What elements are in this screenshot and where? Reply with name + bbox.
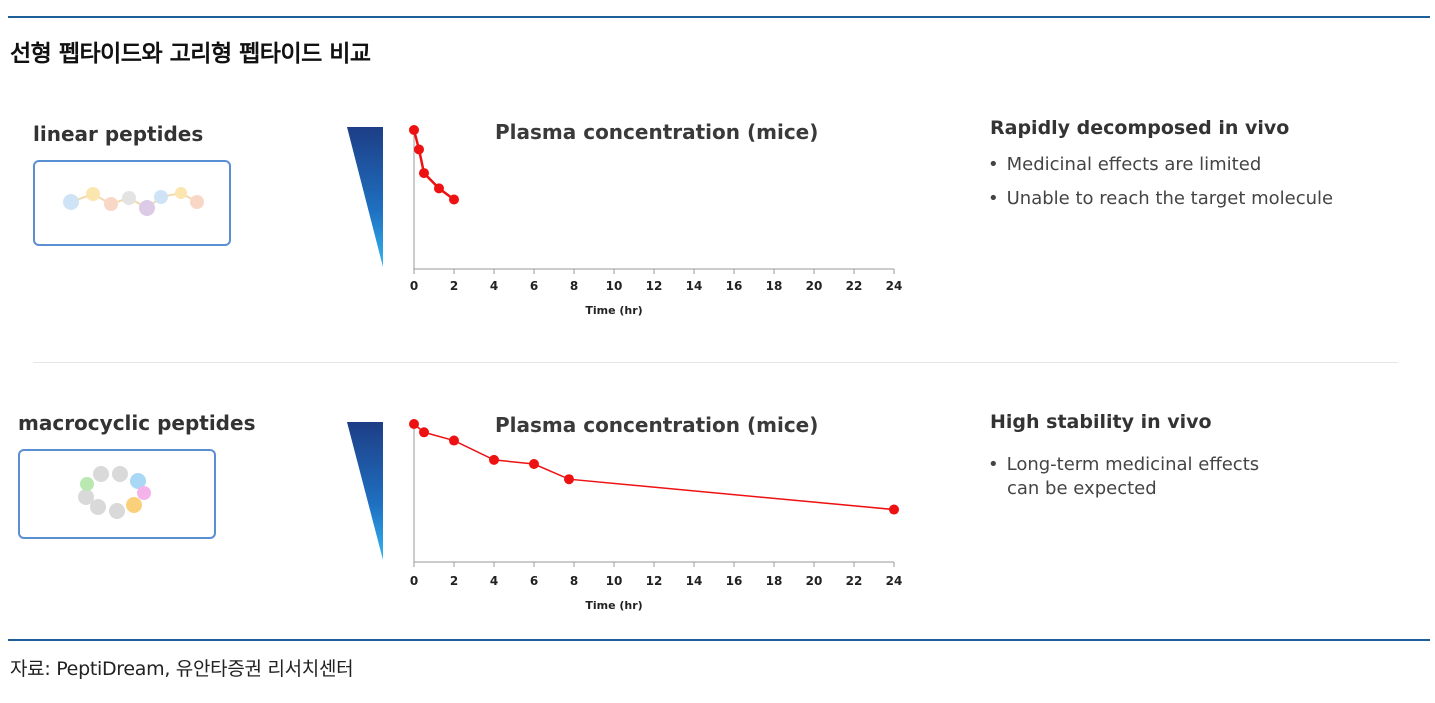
macrocyclic-x-tick-label: 24	[886, 574, 903, 588]
linear-peptide-illustration	[33, 160, 231, 246]
macrocyclic-data-point	[449, 435, 459, 446]
chart-title-linear: Plasma concentration (mice)	[495, 120, 819, 144]
linear-x-tick-label: 12	[646, 279, 663, 293]
macrocyclic-series-line	[413, 423, 895, 511]
macrocyclic-x-tick-label: 4	[490, 574, 498, 588]
linear-data-point	[409, 125, 419, 135]
macrocyclic-gradient-wedge	[347, 422, 383, 560]
macrocyclic-x-tick-label: 0	[410, 574, 418, 588]
linear-bullet-2-text: Unable to reach the target molecule	[1006, 188, 1334, 209]
macrocyclic-peptide-ring-icon	[78, 466, 151, 519]
macrocyclic-data-point	[409, 419, 419, 429]
linear-peptide-chain-icon	[63, 187, 204, 216]
macrocyclic-x-tick-label: 2	[450, 574, 458, 588]
linear-x-tick-label: 22	[846, 279, 863, 293]
linear-x-axis-label: Time (hr)	[585, 304, 642, 317]
linear-x-tick-label: 4	[490, 279, 498, 293]
linear-data-point	[434, 183, 444, 194]
macrocyclic-heading: High stability in vivo	[990, 411, 1212, 433]
linear-x-tick-label: 20	[806, 279, 823, 293]
section-divider	[33, 362, 1398, 363]
linear-bullet-1: • Medicinal effects are limited	[988, 154, 1262, 175]
macrocyclic-x-tick-label: 16	[726, 574, 743, 588]
linear-x-tick-label: 24	[886, 279, 903, 293]
linear-bullet-2: • Unable to reach the target molecule	[988, 188, 1334, 209]
macrocyclic-x-tick-label: 20	[806, 574, 823, 588]
chart-title-macrocyclic: Plasma concentration (mice)	[495, 413, 819, 437]
macrocyclic-x-tick-label: 14	[686, 574, 703, 588]
linear-data-point	[419, 168, 429, 179]
macrocyclic-x-tick-label: 8	[570, 574, 578, 588]
linear-x-tick-label: 2	[450, 279, 458, 293]
top-rule	[8, 16, 1430, 18]
macrocyclic-bullet-line-2: can be expected	[1007, 478, 1157, 499]
linear-peptides-label: linear peptides	[33, 122, 204, 146]
linear-gradient-wedge	[347, 127, 383, 267]
macrocyclic-data-point	[564, 474, 574, 485]
macrocyclic-x-axis-label: Time (hr)	[585, 599, 642, 612]
macrocyclic-x-tick-label: 22	[846, 574, 863, 588]
macrocyclic-peptide-illustration	[18, 449, 216, 539]
linear-x-tick-label: 0	[410, 279, 418, 293]
macrocyclic-peptides-label: macrocyclic peptides	[18, 411, 256, 435]
linear-x-tick-label: 18	[766, 279, 783, 293]
macrocyclic-x-tick-label: 18	[766, 574, 783, 588]
macrocyclic-bullet-1: • Long-term medicinal effects can be expec…	[988, 454, 1260, 499]
linear-bullet-1-text: Medicinal effects are limited	[1006, 154, 1262, 175]
linear-heading: Rapidly decomposed in vivo	[990, 117, 1290, 139]
page-title: 선형 펩타이드와 고리형 펩타이드 비교	[10, 41, 371, 67]
linear-data-point	[414, 144, 424, 155]
macrocyclic-data-point	[489, 454, 499, 465]
macrocyclic-bullet-line-1: Long-term medicinal effects	[1006, 454, 1260, 475]
macrocyclic-data-point	[529, 459, 539, 470]
macrocyclic-data-point	[419, 427, 429, 438]
bottom-rule	[8, 639, 1430, 641]
linear-data-point	[449, 194, 459, 205]
linear-x-tick-label: 14	[686, 279, 703, 293]
macrocyclic-x-tick-label: 10	[606, 574, 623, 588]
source-note: 자료: PeptiDream, 유안타증권 리서치센터	[10, 658, 354, 680]
macrocyclic-x-tick-label: 12	[646, 574, 663, 588]
linear-x-tick-label: 6	[530, 279, 538, 293]
linear-x-tick-label: 16	[726, 279, 743, 293]
linear-x-tick-label: 8	[570, 279, 578, 293]
macrocyclic-x-tick-label: 6	[530, 574, 538, 588]
linear-x-tick-label: 10	[606, 279, 623, 293]
macrocyclic-data-point	[889, 504, 899, 515]
